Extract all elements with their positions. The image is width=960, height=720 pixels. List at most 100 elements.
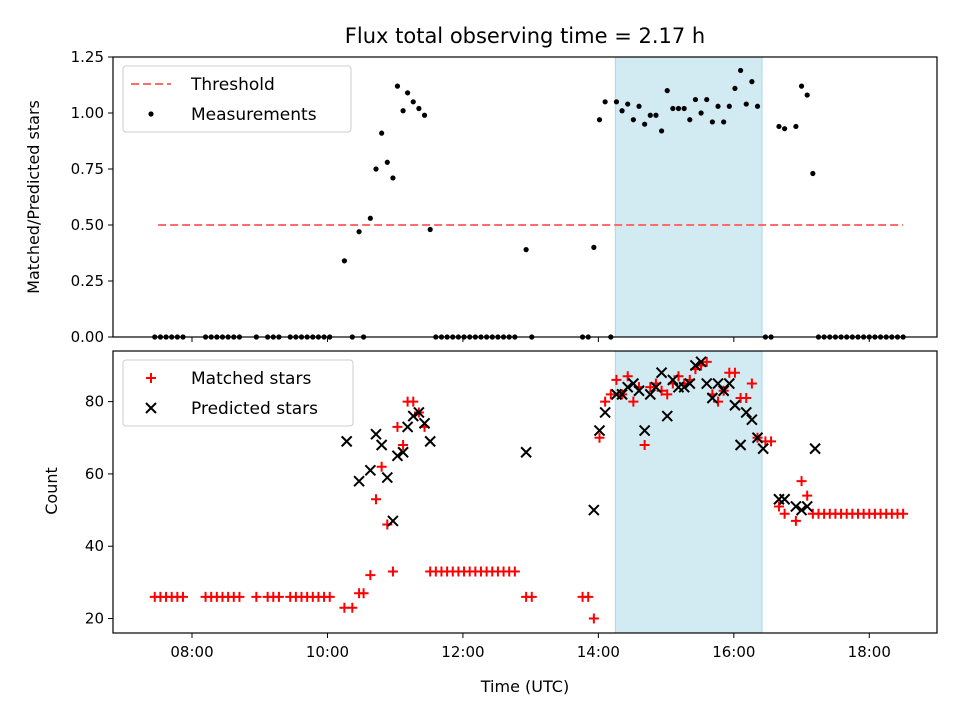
measurement-point xyxy=(732,85,738,91)
predicted-point xyxy=(364,464,377,477)
measurement-point xyxy=(630,117,636,123)
matched-point xyxy=(324,591,335,602)
measurement-point xyxy=(400,108,406,114)
measurement-point xyxy=(754,103,761,109)
measurement-point xyxy=(591,244,597,250)
matched-point xyxy=(526,591,537,602)
y-tick-label: 0.25 xyxy=(71,272,104,290)
bottom-panel: 08:00 10:00 12:00 14:00 16:00 18:00 20 40 60 80 Ma… xyxy=(85,350,938,661)
legend-predicted-swatch xyxy=(145,402,157,414)
matched-point xyxy=(358,588,369,599)
matched-point xyxy=(376,461,387,472)
measurement-point xyxy=(715,103,721,109)
predicted-point xyxy=(340,435,353,448)
matched-point xyxy=(583,591,594,602)
y-tick-label: 0.75 xyxy=(71,160,104,178)
series-x xyxy=(340,356,821,527)
predicted-point xyxy=(391,450,404,462)
matched-point xyxy=(605,389,616,400)
predicted-point xyxy=(407,410,419,422)
measurement-point xyxy=(647,112,653,118)
measurement-point xyxy=(658,128,665,134)
measurement-point xyxy=(721,119,727,125)
predicted-point xyxy=(627,377,640,390)
measurement-point xyxy=(726,103,732,109)
predicted-point xyxy=(655,366,668,379)
measurement-point xyxy=(675,105,682,112)
legend-measurement-swatch xyxy=(148,111,154,117)
measurement-point xyxy=(653,112,659,118)
predicted-point xyxy=(678,381,690,393)
predicted-point xyxy=(644,388,657,401)
legend-box xyxy=(122,359,354,427)
predicted-point xyxy=(520,446,532,458)
measurement-point xyxy=(596,117,603,123)
measurement-point xyxy=(384,159,390,165)
legend-matched-swatch xyxy=(146,373,156,383)
matched-point xyxy=(600,396,611,407)
predicted-point xyxy=(638,424,651,437)
measurement-point xyxy=(367,215,373,221)
x-tick-label: 16:00 xyxy=(712,643,755,661)
x-tick-label: 14:00 xyxy=(577,643,620,661)
predicted-point xyxy=(667,374,679,386)
predicted-point xyxy=(809,442,821,455)
predicted-point xyxy=(801,500,813,513)
measurement-point xyxy=(619,108,625,114)
top-ylabel: Matched/Predicted stars xyxy=(24,100,43,294)
predicted-point xyxy=(633,385,645,397)
predicted-point xyxy=(746,413,758,426)
chart-title: Flux total observing time = 2.17 h xyxy=(345,24,705,48)
measurement-point xyxy=(687,117,693,123)
measurement-point xyxy=(613,99,620,105)
matched-point xyxy=(746,378,757,389)
predicted-point xyxy=(370,428,382,440)
measurement-point xyxy=(373,166,379,172)
legend: Matched stars Predicted stars xyxy=(122,359,354,427)
matched-point xyxy=(408,396,419,407)
predicted-point xyxy=(734,439,747,451)
predicted-point xyxy=(790,500,802,513)
matched-point xyxy=(371,494,382,505)
predicted-point xyxy=(397,446,409,458)
predicted-point xyxy=(751,432,764,444)
measurement-point xyxy=(782,126,788,132)
predicted-point xyxy=(684,377,696,390)
y-tick-label: 0.00 xyxy=(71,328,104,346)
predicted-point xyxy=(689,359,702,372)
measurement-point xyxy=(341,258,347,264)
predicted-point xyxy=(723,377,736,390)
predicted-point xyxy=(695,356,707,368)
measurement-point xyxy=(743,101,749,107)
predicted-point xyxy=(413,406,425,419)
predicted-point xyxy=(418,417,431,430)
matched-point xyxy=(387,566,398,577)
bottom-ylabel: Count xyxy=(42,467,61,515)
measurement-point xyxy=(405,90,411,96)
legend-label: Measurements xyxy=(191,105,317,125)
matched-point xyxy=(251,591,262,602)
measurement-point xyxy=(625,101,631,107)
measurement-point xyxy=(798,83,805,89)
predicted-point xyxy=(375,439,388,451)
measurement-point xyxy=(427,226,433,233)
predicted-point xyxy=(778,493,791,505)
matched-point xyxy=(898,508,909,519)
measurement-point xyxy=(709,119,715,125)
predicted-point xyxy=(650,381,662,393)
measurement-point xyxy=(810,170,816,177)
matched-point xyxy=(741,393,752,403)
measurement-point xyxy=(390,175,396,181)
matched-point xyxy=(365,570,376,581)
x-tick-label: 10:00 xyxy=(306,643,349,661)
axes-frame xyxy=(112,350,938,634)
y-tick-label: 0.50 xyxy=(71,216,104,234)
x-axis-label: Time (UTC) xyxy=(480,677,569,696)
x-tick-label: 12:00 xyxy=(441,643,484,661)
matched-point xyxy=(273,591,284,602)
legend: Threshold Measurements xyxy=(122,65,352,133)
matched-point xyxy=(382,519,393,530)
measurement-point xyxy=(421,112,428,118)
measurement-point xyxy=(681,105,687,112)
